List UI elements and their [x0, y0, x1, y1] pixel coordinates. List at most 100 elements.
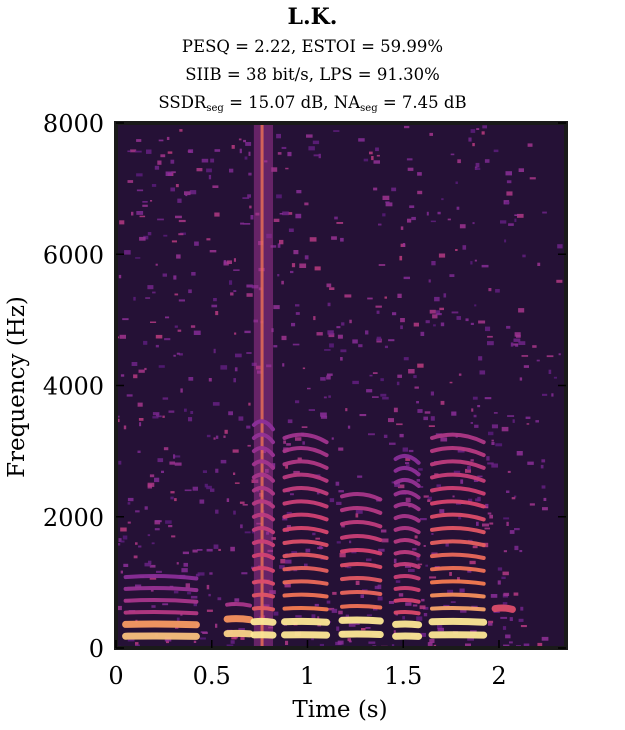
na-value: = 7.45 dB	[377, 93, 467, 112]
speckle	[359, 414, 367, 417]
harmonic-band	[122, 620, 200, 629]
speckle	[363, 158, 369, 162]
speckle	[215, 468, 219, 473]
speckle	[400, 226, 404, 230]
speckle	[338, 447, 344, 451]
speckle	[413, 375, 417, 379]
speckle	[376, 310, 380, 314]
speckle	[214, 212, 220, 217]
harmonic-band	[393, 561, 421, 569]
harmonic-band	[340, 590, 383, 596]
speckle	[402, 243, 406, 247]
speckle	[365, 330, 369, 335]
speckle	[313, 154, 321, 157]
speckle	[227, 260, 232, 264]
speckle	[440, 322, 445, 327]
speckle	[270, 245, 277, 248]
speckle	[131, 211, 134, 216]
harmonic-band	[251, 605, 275, 612]
speckle	[201, 158, 209, 163]
speckle	[488, 431, 494, 436]
speckle	[317, 616, 320, 619]
speckle	[402, 616, 405, 620]
speckle	[425, 564, 428, 567]
speckle	[405, 464, 410, 467]
speckle	[233, 378, 236, 383]
speckle	[213, 348, 216, 354]
speckle	[361, 628, 366, 631]
speckle	[479, 370, 486, 375]
speckle	[393, 630, 396, 634]
speckle	[239, 501, 245, 504]
harmonic-band	[251, 592, 275, 599]
speckle	[510, 342, 514, 347]
speckle	[439, 307, 444, 311]
harmonic-band	[225, 602, 252, 608]
speckle	[467, 637, 474, 641]
harmonic-band	[393, 453, 421, 465]
speckle	[188, 377, 194, 381]
x-tick-label: 1	[300, 662, 315, 690]
speckle	[277, 152, 282, 155]
speckle	[295, 213, 302, 219]
speckle	[165, 316, 170, 319]
speckle	[418, 486, 424, 488]
speckle	[518, 168, 524, 172]
speckle	[551, 393, 554, 397]
speckle	[135, 542, 138, 545]
speckle	[470, 261, 473, 265]
speckle	[349, 540, 352, 544]
speckle	[465, 468, 471, 473]
speckle	[506, 180, 512, 184]
speckle	[489, 514, 493, 519]
speckle	[161, 470, 164, 473]
speckle	[429, 638, 435, 643]
speckle	[395, 580, 401, 583]
speckle	[443, 604, 450, 607]
harmonic-band	[282, 566, 329, 573]
speckle	[491, 463, 498, 468]
speckle	[336, 501, 342, 505]
speckle	[196, 168, 203, 172]
speckle	[118, 460, 122, 465]
speckle	[505, 171, 512, 176]
speckle	[355, 509, 363, 514]
speckle	[451, 311, 459, 314]
speckle	[171, 171, 176, 174]
speckle	[458, 373, 462, 376]
speckle	[368, 641, 376, 644]
speckle	[316, 332, 323, 336]
speckle	[184, 489, 192, 492]
speckle	[376, 336, 382, 341]
speckle	[281, 146, 287, 149]
speckle	[423, 613, 428, 617]
speckle	[420, 518, 427, 521]
speckle	[188, 149, 194, 153]
speckle	[174, 462, 182, 466]
harmonic-band	[430, 525, 486, 535]
speckle	[181, 568, 188, 573]
speckle	[423, 495, 429, 498]
speckle	[175, 627, 179, 629]
speckle	[174, 455, 181, 458]
speckle	[388, 601, 395, 604]
harmonic-band	[393, 549, 421, 558]
speckle	[160, 154, 166, 158]
harmonic-band	[393, 525, 421, 535]
speckle	[286, 511, 292, 515]
speckle	[397, 484, 405, 489]
speckle	[556, 279, 563, 283]
speckle	[165, 520, 172, 524]
speckle	[469, 560, 476, 565]
speckle	[371, 156, 374, 161]
speckle	[529, 177, 536, 180]
speckle	[137, 450, 141, 453]
speckle	[506, 521, 509, 526]
speckle	[248, 172, 252, 176]
y-tick-label: 0	[89, 635, 104, 663]
speckle	[319, 643, 324, 647]
speckle	[295, 615, 302, 618]
speckle	[502, 602, 508, 605]
speckle	[472, 222, 475, 225]
speckle	[383, 434, 388, 438]
